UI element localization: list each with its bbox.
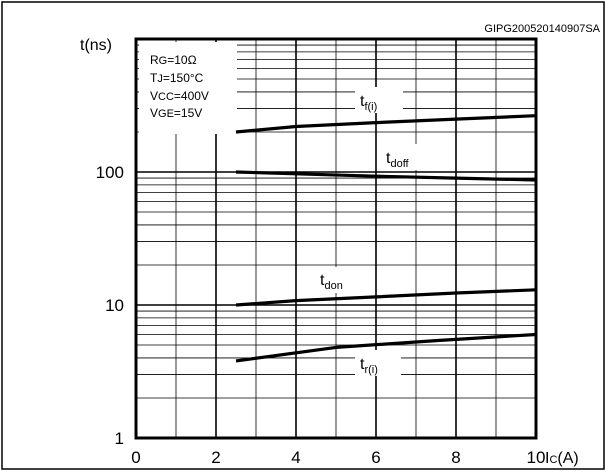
y-tick-label: 100 (96, 163, 124, 182)
x-tick-label: 10 (527, 448, 546, 467)
x-axis-title-rest: (A) (557, 450, 578, 467)
condition-vcc: VCC=400V (150, 89, 209, 103)
y-axis-title: t(ns) (80, 37, 112, 54)
tick-labels: 0 2 4 6 8 10 1 10 100 (96, 163, 546, 467)
series-line-0 (235, 114, 537, 134)
svg-text:tdon: tdon (320, 272, 343, 292)
svg-text:tdoff: tdoff (386, 150, 410, 170)
x-tick-label: 2 (211, 448, 220, 467)
series-line-2 (235, 288, 537, 307)
series-lines (235, 114, 537, 363)
svg-text:tf(i): tf(i) (360, 93, 377, 113)
x-tick-label: 8 (451, 448, 460, 467)
svg-text:tr(i): tr(i) (360, 356, 378, 376)
figure-id: GIPG200520140907SA (484, 23, 600, 35)
series-label-tfi: tf(i) (355, 87, 403, 113)
conditions-box (139, 42, 237, 134)
series-label-tri-bg (355, 350, 401, 376)
series-line-1 (235, 170, 537, 182)
series-line-3 (235, 332, 537, 363)
series-label-tdon-bg (315, 267, 371, 293)
x-axis-title-sub: C (549, 454, 557, 466)
x-tick-label: 4 (291, 448, 300, 467)
x-tick-label: 6 (371, 448, 380, 467)
series-label-tfi-bg (355, 87, 403, 113)
series-label-tdon: tdon (315, 267, 371, 293)
plot-frame (134, 37, 538, 440)
y-tick-label: 1 (115, 429, 124, 448)
series-label-tdoff: tdoff (381, 144, 443, 170)
x-tick-label: 0 (131, 448, 140, 467)
x-axis-title-main: I (545, 450, 549, 467)
condition-rg: RG=10Ω (150, 53, 197, 67)
test-conditions: RG=10Ω TJ=150°C VCC=400V VGE=15V (139, 42, 237, 134)
x-axis-title: IC(A) (545, 450, 579, 467)
y-tick-label: 10 (105, 296, 124, 315)
condition-tj: TJ=150°C (150, 71, 204, 85)
series-label-tri: tr(i) (355, 350, 401, 376)
series-label-tdoff-bg (381, 144, 443, 170)
condition-vge: VGE=15V (150, 106, 202, 120)
